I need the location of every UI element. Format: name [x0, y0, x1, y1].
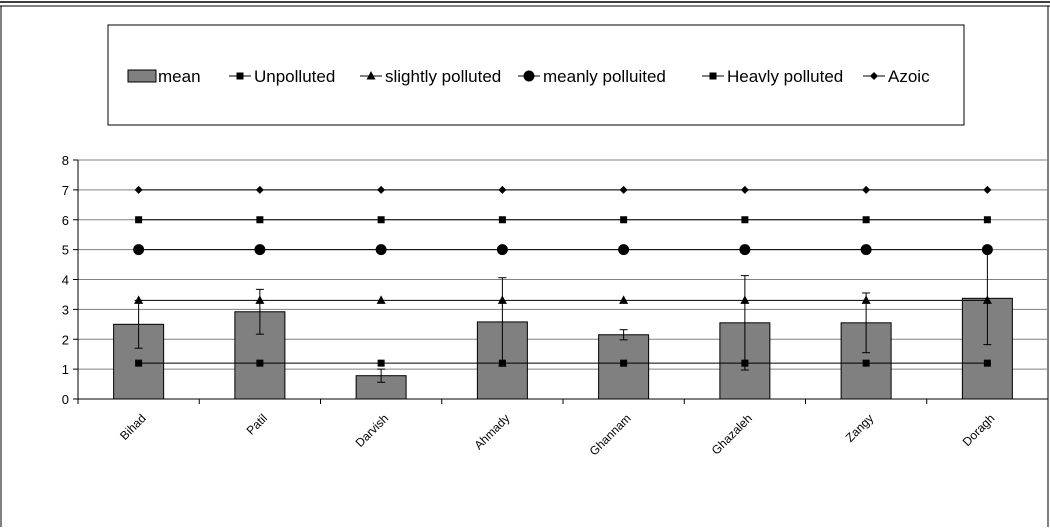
threshold-lines — [133, 185, 993, 367]
x-tick-label: Bihad — [117, 411, 149, 443]
series-point — [618, 244, 630, 256]
series-point — [377, 185, 386, 194]
series-point — [377, 216, 385, 224]
legend-label-mean: mean — [158, 67, 201, 86]
legend-marker — [366, 71, 376, 80]
grid — [78, 159, 1048, 370]
legend-marker — [870, 72, 878, 80]
x-tick-label: Ghazaleh — [709, 411, 755, 457]
series-point — [498, 359, 506, 367]
series-point — [498, 185, 507, 194]
series-point — [741, 216, 749, 224]
legend: mean Unpolluted slightly polluted meanly po… — [127, 67, 930, 86]
x-tick-label: Darvish — [353, 411, 392, 450]
series-point — [496, 244, 508, 256]
series-point — [981, 244, 993, 256]
legend-label: meanly polluited — [543, 67, 666, 86]
y-tick-label: 1 — [62, 362, 69, 377]
series-point — [135, 216, 143, 224]
legend-marker — [523, 70, 535, 82]
y-tick-label: 2 — [62, 332, 69, 347]
x-tick-label: Ghannam — [587, 411, 634, 458]
series-point — [983, 359, 991, 367]
series-point — [862, 185, 871, 194]
legend-swatch-mean — [127, 69, 157, 83]
series-point — [377, 359, 385, 367]
x-tick-label: Zangy — [843, 411, 876, 444]
series-point — [255, 185, 264, 194]
error-bars — [134, 251, 992, 383]
series-point — [860, 244, 872, 256]
y-tick-label: 4 — [62, 273, 69, 288]
series-point — [375, 244, 387, 256]
legend-label: Heavly polluted — [727, 67, 843, 86]
y-tick-label: 0 — [62, 392, 69, 407]
series-point — [982, 295, 992, 304]
series-point — [497, 295, 507, 304]
series-point — [861, 295, 871, 304]
x-tick-label: Doragh — [960, 411, 998, 449]
legend-label: Unpolluted — [254, 67, 335, 86]
series-point — [740, 295, 750, 304]
legend-marker — [709, 72, 717, 80]
series-point — [498, 216, 506, 224]
y-axis: 0 1 2 3 4 5 6 7 8 — [62, 153, 79, 407]
y-tick-label: 5 — [62, 243, 69, 258]
series-point — [133, 244, 145, 256]
y-tick-label: 6 — [62, 213, 69, 228]
x-tick-label: Ahmady — [471, 411, 512, 452]
series-point — [256, 359, 264, 367]
series-point — [741, 359, 749, 367]
series-point — [376, 295, 386, 304]
y-tick-label: 8 — [62, 153, 69, 168]
bars — [113, 297, 1013, 400]
series-point — [134, 295, 144, 304]
series-point — [740, 185, 749, 194]
series-point — [983, 185, 992, 194]
legend-label: slightly polluted — [385, 67, 501, 86]
legend-label: Azoic — [888, 67, 930, 86]
series-point — [983, 216, 991, 224]
x-axis: Bihad Patil Darvish Ahmady Ghannam Ghazaleh Za… — [77, 398, 1049, 458]
series-point — [134, 185, 143, 194]
series-point — [255, 295, 265, 304]
series-point — [739, 244, 751, 256]
series-point — [620, 216, 628, 224]
bar-mean — [598, 334, 650, 400]
y-tick-label: 7 — [62, 183, 69, 198]
series-point — [862, 216, 870, 224]
series-point — [619, 295, 629, 304]
legend-marker — [236, 72, 244, 80]
legend-box — [107, 24, 965, 126]
x-tick-label: Patil — [244, 411, 270, 437]
series-point — [862, 359, 870, 367]
series-point — [619, 185, 628, 194]
y-tick-label: 3 — [62, 302, 69, 317]
series-point — [620, 359, 628, 367]
series-point — [135, 359, 143, 367]
series-point — [256, 216, 264, 224]
series-point — [254, 244, 266, 256]
